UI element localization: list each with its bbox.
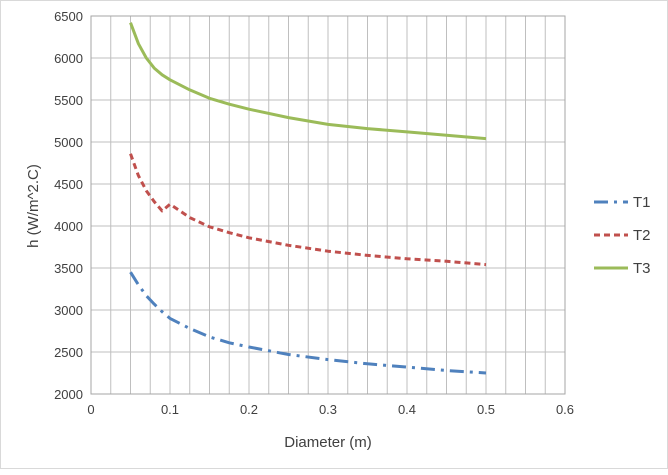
y-tick-label: 2500 xyxy=(54,345,83,360)
y-axis-ticks: 2000 2500 3000 3500 4000 4500 5000 5500 6000 6500 xyxy=(54,9,83,402)
legend-label-t2: T2 xyxy=(633,227,651,244)
x-tick-label: 0 xyxy=(87,402,94,417)
series-line-t1 xyxy=(129,271,487,375)
series-line-t2 xyxy=(129,153,487,267)
y-tick-label: 3500 xyxy=(54,261,83,276)
grid xyxy=(90,15,566,395)
x-tick-label: 0.3 xyxy=(319,402,337,417)
series-layer xyxy=(129,22,487,375)
y-tick-label: 5500 xyxy=(54,93,83,108)
x-tick-label: 0.2 xyxy=(240,402,258,417)
y-tick-label: 5000 xyxy=(54,135,83,150)
x-axis-ticks: 0 0.1 0.2 0.3 0.4 0.5 0.6 xyxy=(87,402,574,417)
y-tick-label: 2000 xyxy=(54,387,83,402)
legend-label-t3: T3 xyxy=(633,260,651,277)
legend: T1 T2 T3 xyxy=(594,194,651,277)
x-tick-label: 0.4 xyxy=(398,402,416,417)
x-tick-label: 0.1 xyxy=(161,402,179,417)
plot-area xyxy=(90,15,566,395)
y-tick-label: 4500 xyxy=(54,177,83,192)
x-tick-label: 0.6 xyxy=(556,402,574,417)
y-tick-label: 4000 xyxy=(54,219,83,234)
series-line-t3 xyxy=(129,22,487,141)
legend-label-t1: T1 xyxy=(633,194,651,211)
y-tick-label: 3000 xyxy=(54,303,83,318)
y-axis-title: h (W/m^2.C) xyxy=(25,164,42,248)
y-tick-label: 6500 xyxy=(54,9,83,24)
x-tick-label: 0.5 xyxy=(477,402,495,417)
x-axis-title: Diameter (m) xyxy=(284,434,372,451)
plot-border xyxy=(90,15,566,395)
y-tick-label: 6000 xyxy=(54,51,83,66)
